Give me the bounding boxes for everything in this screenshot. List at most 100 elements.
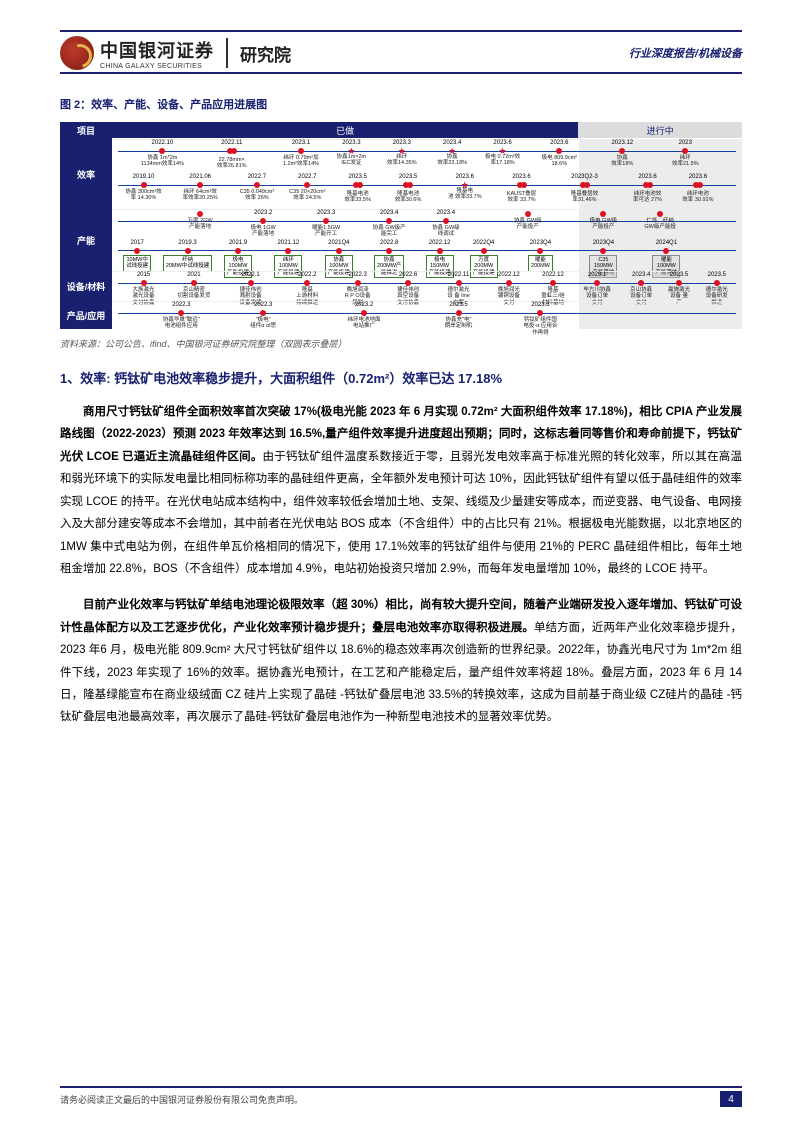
- dot-icon: [600, 211, 606, 217]
- point-date: 2019.10: [114, 174, 174, 181]
- timeline-point: 2023.6★隆基电池 效率33.7%: [435, 174, 495, 201]
- dot-icon: [254, 182, 260, 188]
- lane-label: 产能: [60, 209, 112, 271]
- point-date: 2023.6: [668, 174, 728, 181]
- point-date: 2021: [164, 272, 224, 279]
- point-label: 协鑫 1m*2m1134mm效率14%: [132, 155, 192, 168]
- double-dot-icon: [517, 182, 527, 190]
- section-heading: 1、效率: 钙钛矿电池效率稳步提升，大面积组件（0.72m²）效率已达 17.1…: [60, 368, 742, 387]
- page-number: 4: [720, 1091, 742, 1107]
- point-label: 协鑫 GW级产能完工: [359, 225, 419, 238]
- lane-label: 效率: [60, 139, 112, 209]
- timeline-point: 2021.06纬环 64cm²效率效率20.25%: [170, 174, 230, 202]
- capacity-box: 纤纳20MW中试线投建: [163, 255, 212, 272]
- point-date: 2021.06: [170, 174, 230, 181]
- dot-icon: [405, 280, 411, 286]
- point-label: 协鑫 GW级线调试: [416, 225, 476, 238]
- point-label: 纬环电池地面电站推广: [334, 317, 394, 330]
- timeline-point: 2023.2极电 1GW产能落地: [233, 210, 293, 238]
- timeline-point: 2023.6 纬环电池效率 30.91%: [668, 174, 728, 204]
- timeline-point: 2023.2纬环电池地面电站推广: [334, 302, 394, 330]
- point-date: 2024Q1: [636, 240, 696, 247]
- dot-icon: [178, 310, 184, 316]
- point-label: 钙钛矿组件国电投·α 应用合作再得: [510, 317, 570, 336]
- point-label: 极电 GW级产能投产: [573, 218, 633, 231]
- dot-icon: [619, 148, 625, 154]
- status-ongoing: 进行中: [578, 122, 742, 138]
- point-label: 京山精密切割设备发货: [164, 287, 224, 300]
- dot-icon: [682, 148, 688, 154]
- timeline-point: 2021 京山精密切割设备发货: [164, 272, 224, 300]
- capacity-box: 10MW中试线投建: [123, 255, 151, 272]
- timeline-lane: 效率2022.10协鑫 1m*2m1134mm效率14%2022.1122.78…: [60, 139, 742, 209]
- status-done: 已做: [112, 122, 578, 138]
- double-dot-icon: [353, 182, 363, 190]
- point-label: 协鑫华晟"致远"电池组件应用: [151, 317, 211, 330]
- timeline-point: 仁烁、纤纳GW级产能投: [630, 210, 690, 231]
- dot-icon: [663, 248, 669, 254]
- point-date: 2023: [655, 140, 715, 147]
- dot-icon: [191, 280, 197, 286]
- dot-icon: [556, 148, 562, 154]
- point-date: 2023.4: [416, 210, 476, 217]
- capacity-box: 曜能200MW: [528, 255, 553, 272]
- header-rule: [60, 72, 742, 74]
- lane-label: 设备/材料: [60, 271, 112, 301]
- point-label: 极电 0.72m²效率17.18%: [473, 154, 533, 167]
- point-label: 隆基电池效率30.6%: [378, 191, 438, 204]
- timeline-lane: 设备/材料2015大族激光激光设备交付协鑫2021京山精密切割设备发货2022.…: [60, 271, 742, 301]
- lane-label: 产品/应用: [60, 301, 112, 329]
- dept-label: 研究院: [240, 41, 291, 66]
- dot-icon: [456, 280, 462, 286]
- column-header-item: 项目: [60, 122, 112, 139]
- point-label: 隆基叠层效率31.46%: [555, 191, 615, 204]
- page-footer: 请务必阅读正文最后的中国银河证券股份有限公司免责声明。 4: [60, 1086, 742, 1107]
- dot-icon: [298, 148, 304, 154]
- dot-icon: [323, 218, 329, 224]
- dot-icon: [456, 310, 462, 316]
- timeline-point: 2023.6★极电 0.72m²效率17.18%: [473, 140, 533, 167]
- point-date: 2023.4: [359, 210, 419, 217]
- figure-source: 资料来源：公司公告、ifind、中国银河证券研究院整理（双圆表示叠层）: [60, 337, 742, 350]
- lane-body: 万度 2GW产能落地2023.2极电 1GW产能落地2023.3曜能1.5GW产…: [112, 209, 742, 271]
- para1-rest: 由于钙钛矿组件温度系数接近于零，且弱光发电效率高于标准光照的转化效率，所以其在高…: [60, 451, 742, 575]
- dot-icon: [285, 248, 291, 254]
- point-date: 2023.2: [233, 210, 293, 217]
- point-date: 2022.11: [202, 140, 262, 147]
- dot-icon: [550, 280, 556, 286]
- logo-block: 中国银河证券 CHINA GALAXY SECURITIES 研究院: [60, 36, 291, 70]
- dot-icon: [260, 310, 266, 316]
- timeline-point: 2023.6KAUST叠层效率 33.7%: [492, 174, 552, 204]
- company-name-cn: 中国银河证券: [100, 37, 214, 63]
- double-dot-icon: [403, 182, 413, 190]
- timeline-point: 2023.5 钙钛矿组件国电投·α 应用合作再得: [510, 302, 570, 336]
- timeline-point: 2023.6极电 809.9cm²18.6%: [529, 140, 589, 168]
- company-name-block: 中国银河证券 CHINA GALAXY SECURITIES: [100, 37, 214, 70]
- timeline-point: 2023纬环效率21.5%: [655, 140, 715, 168]
- dot-icon: [676, 280, 682, 286]
- dot-icon: [336, 248, 342, 254]
- lane-body: 2022.10协鑫 1m*2m1134mm效率14%2022.1122.78mm…: [112, 139, 742, 209]
- dot-icon: [437, 248, 443, 254]
- dot-icon: [159, 148, 165, 154]
- point-label: 协鑫效率18%: [592, 155, 652, 168]
- point-label: 22.78mm×效率26.81%: [202, 157, 262, 170]
- point-date: 2022.1: [221, 272, 281, 279]
- point-label: 仁烁、纤纳GW级产能投: [630, 218, 690, 231]
- point-date: 2022Q4: [454, 240, 514, 247]
- point-date: 2023.5: [687, 272, 747, 279]
- body-paragraph-1: 商用尺寸钙钛矿组件全面积效率首次突破 17%(极电光能 2023 年 6 月实现…: [60, 401, 742, 580]
- timeline-lane: 产品/应用2022.3协鑫华晟"致远"电池组件应用2022.3"极电"组件α α…: [60, 301, 742, 329]
- point-label: 纬环电池效率 30.91%: [668, 191, 728, 204]
- dot-icon: [361, 310, 367, 316]
- report-header: 中国银河证券 CHINA GALAXY SECURITIES 研究院 行业深度报…: [60, 30, 742, 70]
- point-date: 2023.3: [296, 210, 356, 217]
- timeline-point: 2019.10协鑫 300cm²效率 14.30%: [114, 174, 174, 202]
- point-date: 2023.5: [510, 302, 570, 309]
- timeline-point: 2022.11 22.78mm×效率26.81%: [202, 140, 262, 170]
- point-label: 极电 809.9cm²18.6%: [529, 155, 589, 168]
- point-label: KAUST叠层效率 33.7%: [492, 191, 552, 204]
- dot-icon: [594, 280, 600, 286]
- timeline-point: 2023.4 协鑫 GW级产能完工: [359, 210, 419, 238]
- footer-disclaimer: 请务必阅读正文最后的中国银河证券股份有限公司免责声明。: [60, 1093, 303, 1106]
